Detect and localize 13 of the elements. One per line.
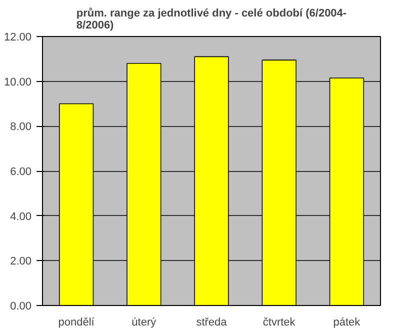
chart-title: prům. range za jednotlivé dny - celé období (6/2004- 8/2006) [76, 8, 347, 32]
x-tick-label: středa [196, 316, 228, 328]
x-tick-label: pátek [333, 316, 361, 328]
y-tick-label: 2.00 [10, 256, 32, 268]
y-tick-label: 0.00 [10, 300, 32, 312]
x-tick-label: úterý [132, 316, 157, 328]
y-tick-label: 4.00 [10, 210, 32, 223]
y-tick-label: 10.00 [4, 76, 32, 88]
x-tick-label: čtvrtek [262, 316, 296, 328]
x-tick-label: pondělí [58, 316, 96, 328]
y-tick-label: 12.00 [4, 32, 32, 44]
y-tick-label: 8.00 [10, 121, 32, 134]
y-tick-label: 6.00 [10, 166, 32, 178]
